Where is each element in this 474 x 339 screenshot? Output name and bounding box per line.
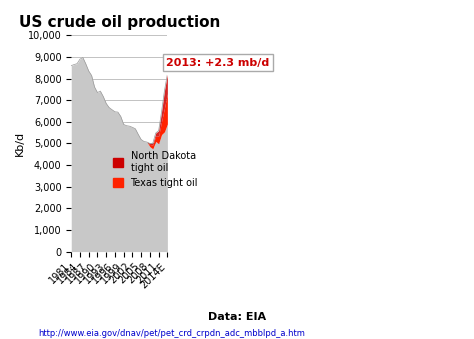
Title: US crude oil production: US crude oil production — [18, 15, 220, 30]
Text: 2013: +2.3 mb/d: 2013: +2.3 mb/d — [166, 58, 269, 67]
Text: http://www.eia.gov/dnav/pet/pet_crd_crpdn_adc_mbblpd_a.htm: http://www.eia.gov/dnav/pet/pet_crd_crpd… — [38, 328, 305, 338]
Legend: North Dakota
tight oil, Texas tight oil: North Dakota tight oil, Texas tight oil — [108, 146, 203, 193]
Y-axis label: Kb/d: Kb/d — [15, 131, 25, 156]
Text: Data: EIA: Data: EIA — [208, 312, 266, 322]
